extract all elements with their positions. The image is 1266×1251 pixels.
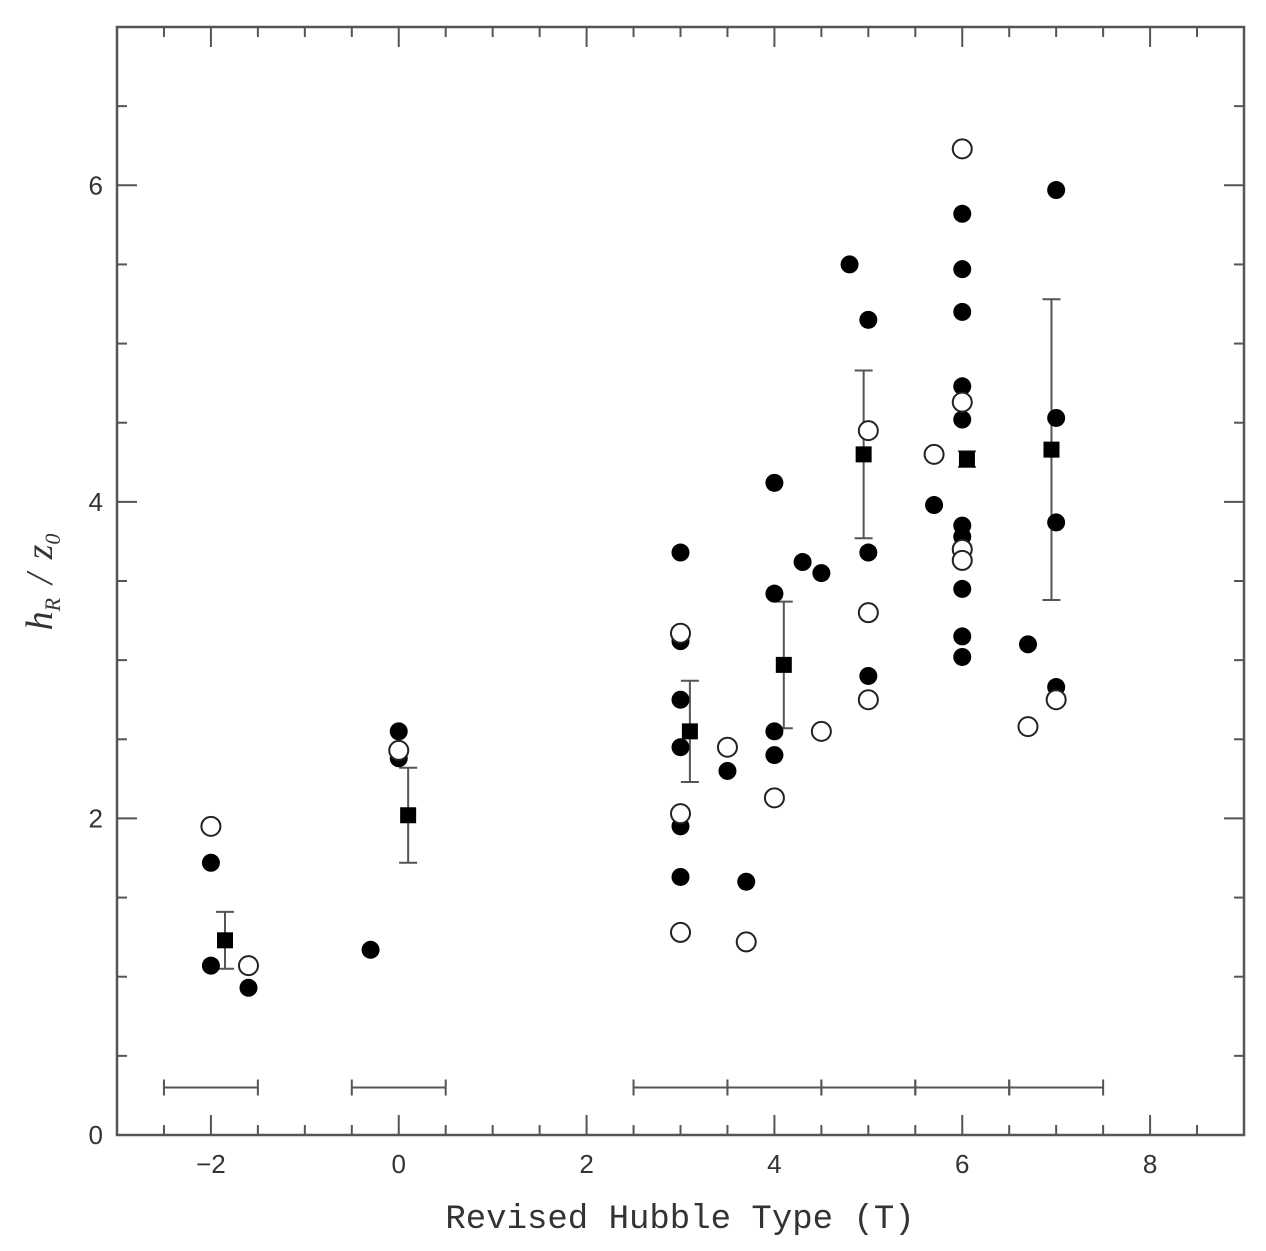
y-axis-title-h-sub: R (40, 597, 65, 612)
data-point-open (670, 803, 691, 825)
y-axis-title-slash: / (19, 570, 61, 586)
y-tick-label: 2 (89, 803, 103, 833)
data-point-filled (671, 738, 690, 757)
data-point-filled (389, 722, 408, 741)
error-bars (216, 298, 1061, 970)
data-point-open (1017, 716, 1039, 738)
x-tick-label: 2 (579, 1149, 593, 1179)
data-point-open (810, 720, 832, 742)
data-point-filled (953, 302, 972, 321)
x-tick-label: 6 (955, 1149, 969, 1179)
data-point-filled (1047, 408, 1066, 427)
data-point-filled (671, 690, 690, 709)
data-point-filled (671, 867, 690, 886)
data-point-filled (1018, 635, 1037, 654)
data-point-filled (239, 978, 258, 997)
data-point-open (1045, 689, 1067, 711)
data-point-filled (812, 564, 831, 583)
data-point-open (200, 815, 222, 837)
data-point-mean (775, 656, 792, 673)
data-point-open (923, 443, 945, 465)
data-point-filled (1047, 181, 1066, 200)
data-point-mean (681, 723, 698, 740)
x-axis-title: Revised Hubble Type (T) (445, 1201, 914, 1239)
data-point-filled (953, 579, 972, 598)
data-point-open (670, 921, 691, 943)
data-point-filled (737, 872, 756, 891)
data-markers (200, 138, 1067, 997)
data-point-filled (718, 761, 737, 780)
data-point-filled (859, 310, 878, 329)
data-point-open (951, 549, 973, 571)
data-point-filled (953, 627, 972, 646)
data-point-open (763, 787, 785, 809)
data-point-filled (953, 260, 972, 279)
x-tick-label: −2 (196, 1149, 226, 1179)
data-point-filled (953, 410, 972, 429)
data-point-filled (859, 543, 878, 562)
data-point-filled (1047, 513, 1066, 532)
data-point-filled (793, 553, 812, 572)
data-point-filled (859, 666, 878, 685)
data-point-open (388, 739, 410, 761)
x-tick-label: 4 (767, 1149, 781, 1179)
data-point-open (951, 138, 973, 160)
data-point-filled (925, 496, 944, 515)
data-point-open (857, 420, 879, 442)
data-point-filled (201, 956, 220, 975)
data-point-filled (953, 377, 972, 396)
data-point-filled (765, 584, 784, 603)
y-tick-label: 4 (89, 487, 103, 517)
y-tick-label: 6 (89, 170, 103, 200)
data-point-open (716, 736, 738, 758)
data-point-open (735, 931, 757, 953)
data-point-mean (400, 807, 417, 824)
y-axis-title: hR / z0 (19, 534, 65, 631)
data-point-filled (953, 204, 972, 223)
data-point-mean (217, 932, 234, 949)
data-point-mean (958, 451, 975, 468)
bin-range-bars (162, 1079, 1105, 1096)
data-point-filled (671, 543, 690, 562)
y-axis-title-z-sub: 0 (40, 534, 65, 545)
data-point-filled (840, 255, 859, 274)
data-point-open (670, 622, 691, 644)
axis-ticks (116, 26, 1245, 1136)
data-point-open (237, 955, 259, 977)
data-point-filled (953, 647, 972, 666)
y-axis-title-h: h (19, 611, 61, 630)
data-point-filled (765, 473, 784, 492)
plot-frame (115, 25, 1246, 1137)
data-point-filled (361, 940, 380, 959)
data-point-open (857, 689, 879, 711)
y-tick-label: 0 (89, 1120, 103, 1150)
data-point-filled (765, 722, 784, 741)
data-point-open (857, 602, 879, 624)
data-point-filled (201, 853, 220, 872)
x-tick-label: 0 (392, 1149, 406, 1179)
tick-labels: −2 0 2 4 6 8 0 2 4 6 (89, 170, 1158, 1179)
x-tick-label: 8 (1143, 1149, 1157, 1179)
data-point-filled (765, 746, 784, 765)
data-point-mean (855, 446, 872, 463)
data-point-open (951, 391, 973, 413)
y-axis-title-z: z (19, 544, 61, 560)
data-point-mean (1043, 441, 1060, 458)
